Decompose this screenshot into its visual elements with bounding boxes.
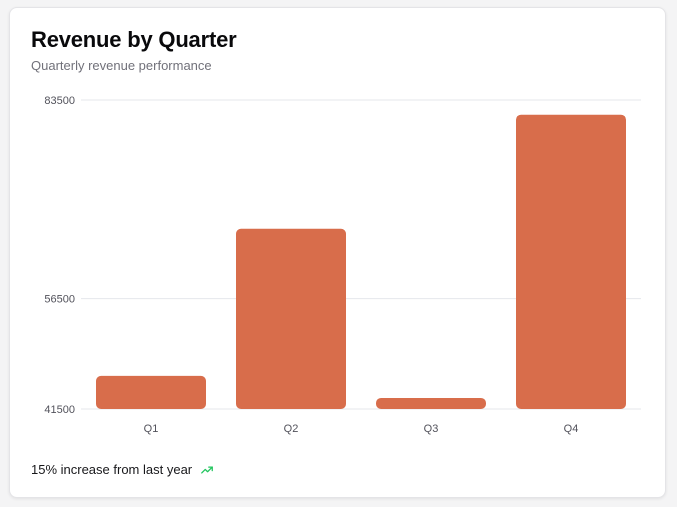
y-tick-label: 56500	[44, 294, 75, 306]
x-tick-label: Q3	[424, 423, 439, 435]
x-axis-ticks: Q1 Q2 Q3 Q4	[144, 423, 579, 435]
y-tick-label: 41500	[44, 404, 75, 416]
bar-chart: 41500 56500 83500 Q1 Q2 Q3 Q4	[44, 95, 641, 435]
bar-q1[interactable]	[96, 375, 206, 409]
y-tick-label: 83500	[44, 95, 75, 107]
bar-q3[interactable]	[376, 397, 486, 409]
chart-title: Revenue by Quarter	[31, 27, 237, 52]
x-tick-label: Q2	[284, 423, 299, 435]
bar-q4[interactable]	[516, 114, 626, 409]
footer-text: 15% increase from last year	[31, 462, 193, 477]
chart-footer: 15% increase from last year	[31, 462, 214, 477]
y-axis-ticks: 41500 56500 83500	[44, 95, 75, 416]
bars	[96, 114, 626, 409]
x-tick-label: Q4	[564, 423, 579, 435]
chart-card: Revenue by Quarter Quarterly revenue per…	[9, 7, 666, 498]
x-tick-label: Q1	[144, 423, 159, 435]
chart-subtitle: Quarterly revenue performance	[31, 58, 212, 73]
bar-q2[interactable]	[236, 228, 346, 409]
trending-up-icon	[201, 465, 214, 474]
